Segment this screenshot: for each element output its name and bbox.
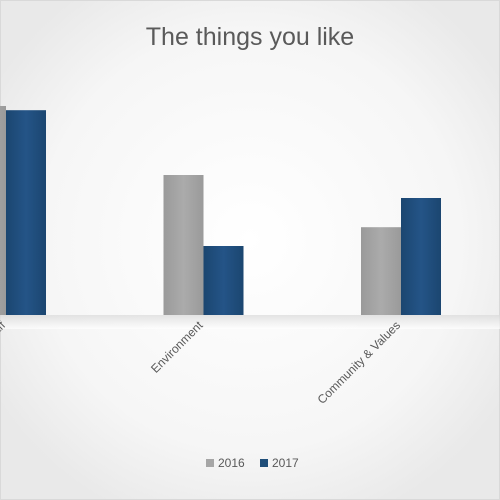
bar-environment-2017 bbox=[203, 246, 244, 315]
chart-title: The things you like bbox=[146, 23, 354, 51]
bar-community-and-values-2017 bbox=[401, 198, 441, 315]
bar-staff-2017 bbox=[6, 110, 46, 315]
bar-environment-2016 bbox=[163, 175, 204, 315]
legend-label-2016: 2016 bbox=[218, 456, 245, 470]
bars-group bbox=[0, 106, 441, 315]
legend-label-2017: 2017 bbox=[272, 456, 299, 470]
chart-floor bbox=[0, 315, 500, 329]
legend-swatch-2017 bbox=[260, 459, 268, 467]
category-label-staff: Staff bbox=[0, 318, 9, 346]
bar-staff-2016 bbox=[0, 106, 6, 315]
bar-community-and-values-2016 bbox=[361, 227, 401, 315]
legend-swatch-2016 bbox=[206, 459, 214, 467]
legend: 2016 2017 bbox=[206, 456, 299, 470]
